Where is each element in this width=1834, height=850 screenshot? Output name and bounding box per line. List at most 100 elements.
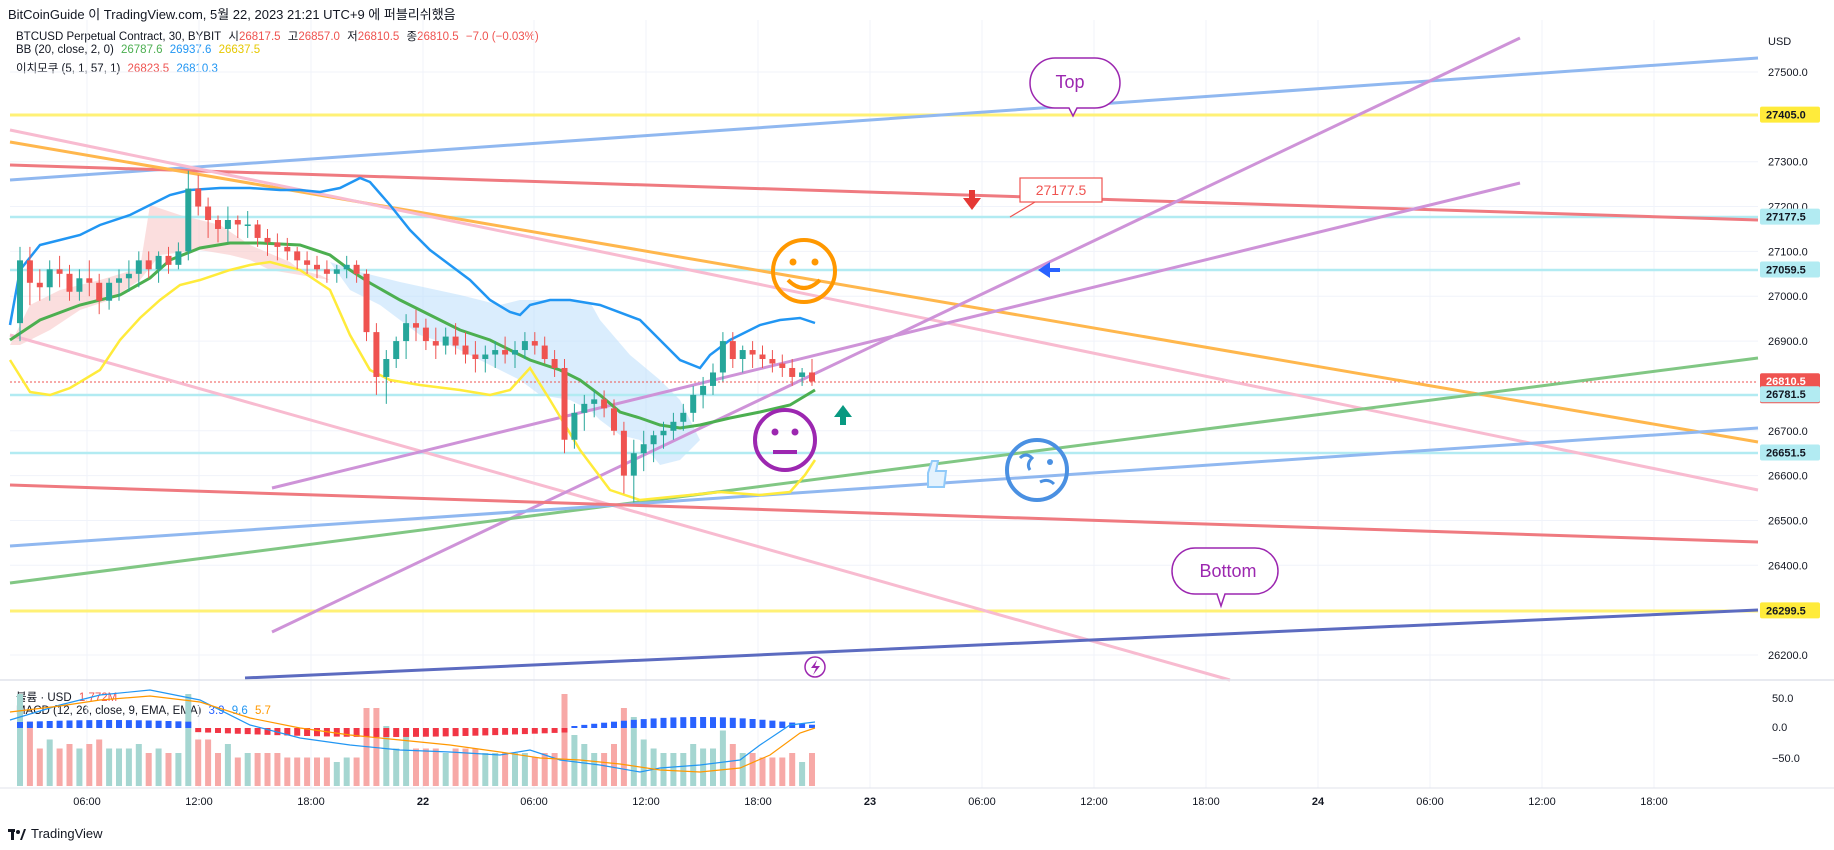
volume-bar [393,748,400,786]
drawing-lines[interactable] [9,36,1759,682]
confused-face-blue-icon[interactable] [1005,438,1069,502]
macd-hist-bar [86,720,93,728]
time-tick-label: 22 [417,796,429,808]
price-tick-label: 26500.0 [1768,515,1808,527]
candle-body [373,332,380,377]
macd-hist-bar [551,728,558,733]
candle-body [36,282,43,288]
volume-bar [660,753,667,786]
volume-bar [353,757,360,786]
candle-body [700,385,707,395]
candle-body [323,269,330,274]
candle-body [739,350,746,360]
candle-body [304,260,311,265]
macd-hist-bar [185,721,192,728]
macd-tick-label: 0.0 [1772,722,1787,734]
volume-bar [432,748,439,786]
candle-body [125,273,132,279]
volume-bar [383,726,390,786]
volume-bar [254,753,261,786]
macd-hist-bar [106,720,113,728]
candle-body [502,350,509,355]
candle-body [729,341,736,360]
volume-bar [799,762,806,786]
volume-bar [413,748,419,786]
macd-hist-bar [710,717,716,728]
candle-body [561,367,568,440]
volume-bar [165,753,172,786]
annotation-bottom[interactable]: Bottom [1171,547,1279,609]
macd-hist-bar [620,720,627,728]
time-axis[interactable]: 06:00 12:00 18:00 22 06:00 12:00 18:00 23 06:00 1… [73,796,1668,808]
bollinger-bands [8,176,817,502]
candle-body [46,269,53,288]
candle-body [422,327,429,342]
price-tick-label: 26200.0 [1768,650,1808,662]
time-tick-label: 12:00 [1080,796,1108,808]
volume-bar [591,753,598,786]
arrow-down-icon[interactable] [963,190,981,210]
volume-bar [521,753,528,786]
time-tick-label: 12:00 [1528,796,1556,808]
candle-body [383,359,390,377]
volume-bar [403,735,410,786]
arrow-up-icon[interactable] [834,405,852,425]
volume-bar [531,757,538,786]
candle-body [86,278,93,283]
macd-hist-bar [690,717,697,728]
footer-brand[interactable]: TradingView [8,826,103,841]
volume-bar [779,757,786,786]
price-axis[interactable]: 27500.027300.027200.027100.027000.026900… [1760,67,1820,662]
lightning-icon[interactable] [804,656,826,678]
volume-bar [680,753,687,786]
candle-body [620,430,627,476]
candle-body [482,354,489,360]
legend-volume-value: 1.772M [78,692,118,704]
price-tag-label: 26651.5 [1766,448,1806,460]
volume-bar [66,744,73,786]
price-callout[interactable]: 27177.5 [1009,177,1103,218]
legend-close: 26810.5 [417,31,459,43]
annotation-top[interactable]: Top [1029,57,1121,118]
candle-body [56,269,63,274]
macd-hist-bar [403,728,410,737]
macd-hist-bar [135,720,142,728]
legend-bb-row[interactable]: BB (20, close, 2, 0) 26787.6 26937.6 266… [16,44,264,56]
macd-hist-bar [502,728,509,735]
candle-body [591,399,598,404]
top-label: Top [1055,72,1084,92]
volume-bar [472,748,479,786]
arrow-left-icon[interactable] [1038,262,1060,278]
macd-hist-bar [294,728,301,736]
volume-bar [56,748,63,786]
legend-high-label: 고 [287,31,299,43]
macd-hist-bar [809,724,815,728]
candlestick-series[interactable] [17,170,815,503]
smiley-orange-icon[interactable] [771,238,837,304]
volume-bar [561,694,568,786]
volume-bar [314,757,320,786]
macd-hist-bar [640,719,647,728]
candle-body [769,359,776,364]
macd-hist-bar [264,728,271,735]
legend-symbol-row[interactable]: BTCUSD Perpetual Contract, 30, BYBIT 시26… [16,28,543,44]
macd-hist-bar [66,720,73,728]
volume-bar [195,739,202,786]
candle-body [185,188,192,252]
volume-bar [106,748,113,786]
macd-hist-bar [611,721,617,728]
candle-body [799,372,806,377]
price-tag [1760,386,1820,403]
macd-hist-bar [343,728,350,737]
thumbs-up-icon[interactable] [927,460,948,488]
candle-body [630,453,637,476]
neutral-face-purple-icon[interactable] [753,408,817,472]
candle-body [96,282,103,301]
volume-bar [710,748,716,786]
legend-bb-upper: 26937.6 [169,44,212,56]
legend-volume-row[interactable]: 볼륨 · USD 1.772M [16,689,121,705]
trend-navy [244,608,1759,680]
macd-hist-bar [581,724,588,728]
macd-hist-bar [630,719,637,728]
